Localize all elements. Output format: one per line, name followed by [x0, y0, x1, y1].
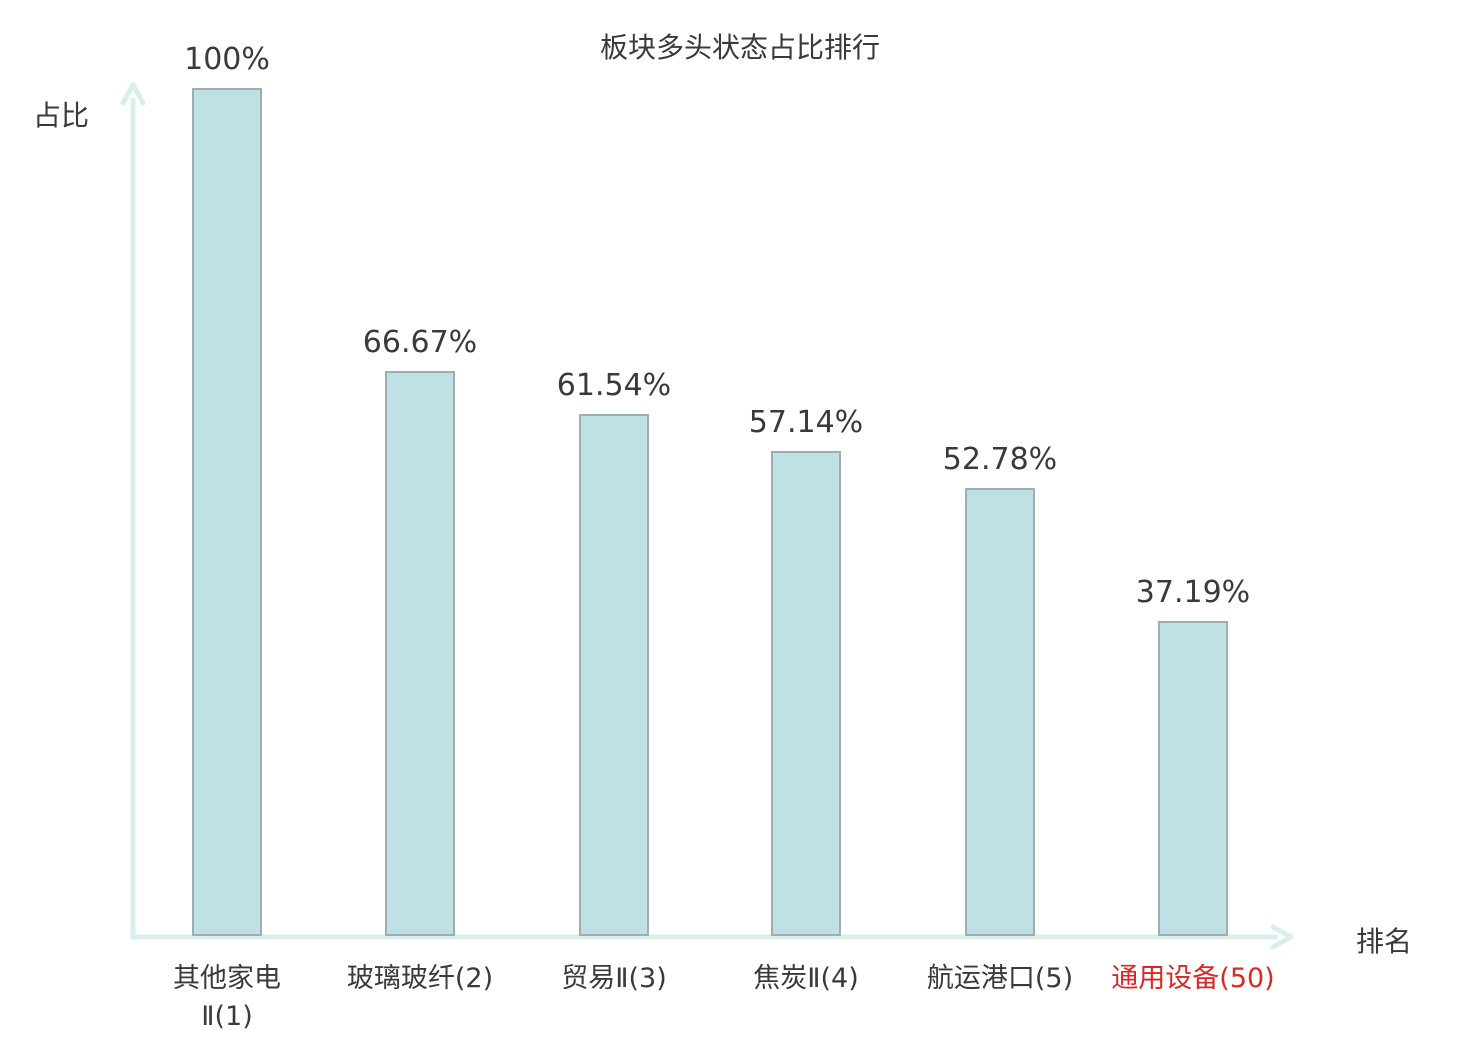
- bar: [771, 451, 841, 936]
- bar-category-label: 焦炭Ⅱ(4): [753, 963, 859, 994]
- bar: [1158, 621, 1228, 936]
- bar-category-label: 贸易Ⅱ(3): [561, 963, 667, 994]
- bar-value-label: 61.54%: [556, 368, 672, 403]
- bar-value-label: 100%: [184, 42, 270, 77]
- bar: [965, 488, 1035, 936]
- bar-value-label: 57.14%: [748, 405, 864, 440]
- chart-title: 板块多头状态占比排行: [599, 31, 880, 64]
- bar: [385, 371, 455, 936]
- bar-category-label: 通用设备(50): [1111, 963, 1275, 994]
- x-axis-label: 排名: [1356, 925, 1413, 958]
- bar-value-label: 37.19%: [1135, 575, 1251, 610]
- bar-category-label: 玻璃玻纤(2): [346, 963, 494, 994]
- bar-value-label: 66.67%: [362, 325, 478, 360]
- bar: [579, 414, 649, 936]
- y-axis-label: 占比: [33, 99, 90, 132]
- y-axis-arrow-icon: [120, 82, 146, 106]
- x-axis-arrow-icon: [1270, 924, 1294, 950]
- bar-category-label: 航运港口(5): [926, 963, 1074, 994]
- bar-category-label: 其他家电 Ⅱ(1): [173, 963, 281, 1032]
- bar-value-label: 52.78%: [942, 442, 1058, 477]
- bar: [192, 88, 262, 936]
